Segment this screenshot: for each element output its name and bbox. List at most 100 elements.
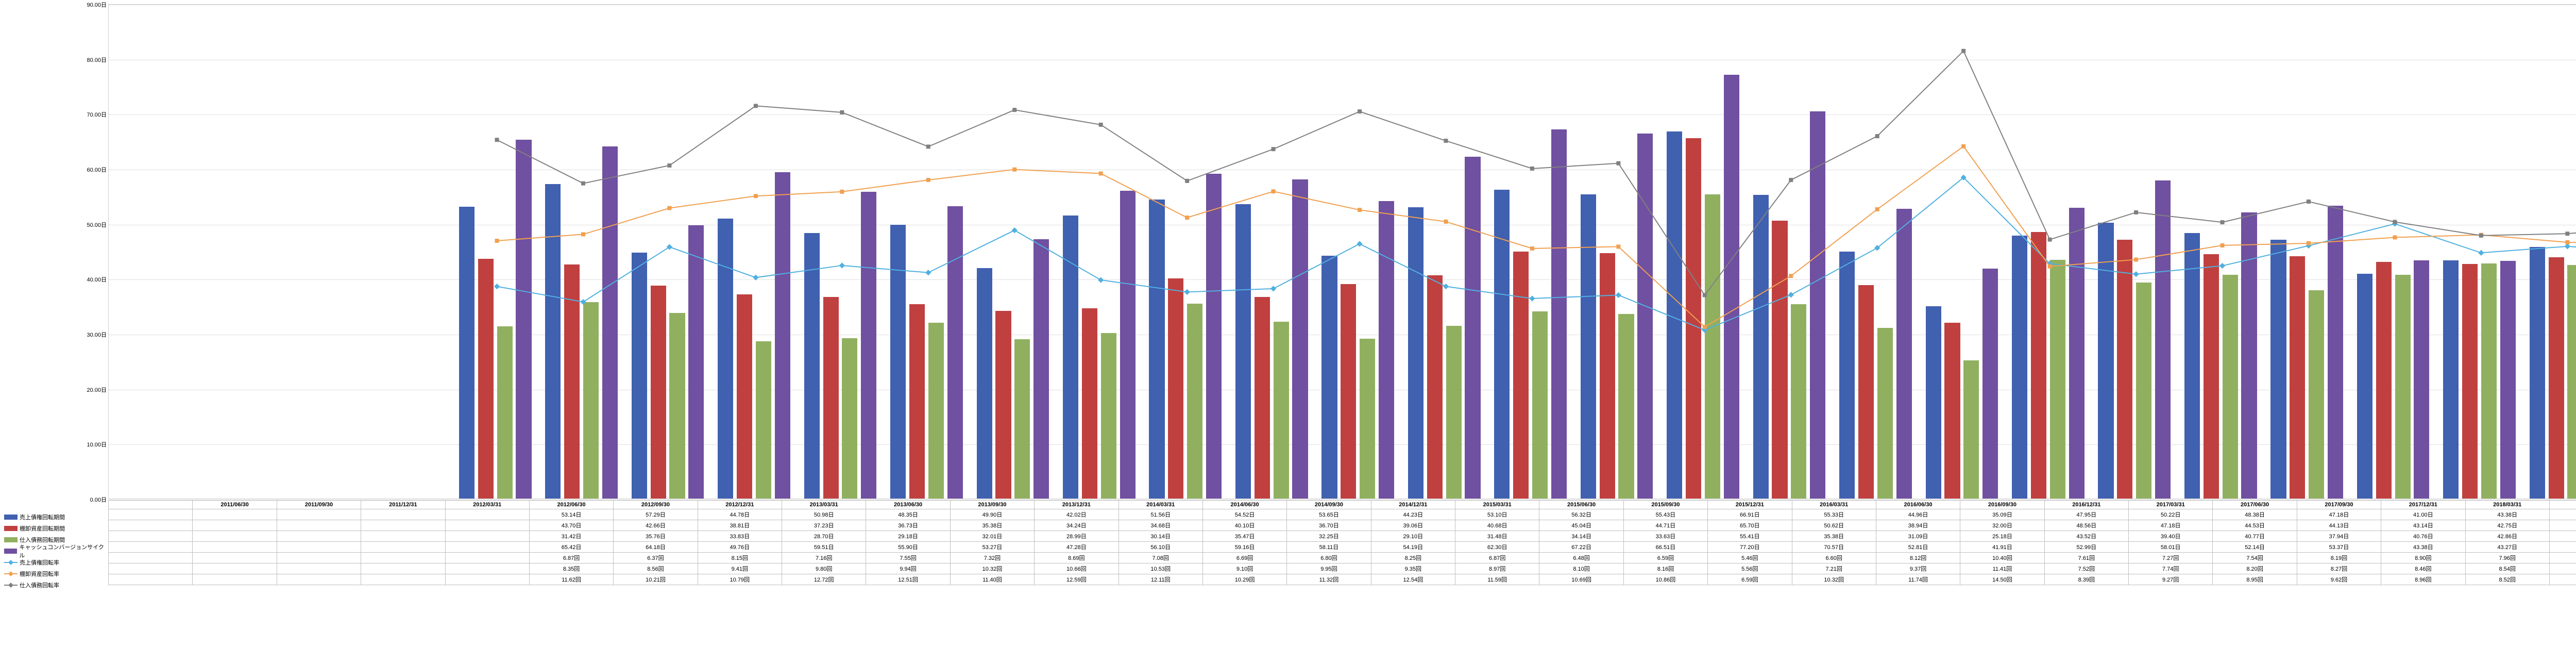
bar [1877, 328, 1893, 499]
bar [2462, 264, 2478, 499]
legend-item: 売上債権回転期間 [4, 511, 107, 523]
data-cell: 37.94日 [2297, 531, 2381, 542]
data-cell: 11.62回 [529, 574, 613, 585]
bar [2031, 232, 2046, 499]
data-cell: 6.80回 [1287, 553, 1371, 563]
data-cell: 5.56回 [1708, 563, 1792, 574]
data-cell: 10.32回 [950, 563, 1034, 574]
data-table: 2011/06/302011/09/302011/12/312012/03/31… [108, 500, 2576, 585]
data-cell: 31.09日 [1876, 531, 1960, 542]
data-cell: 66.51日 [1623, 542, 1707, 553]
bar [718, 219, 733, 499]
data-cell: 47.95日 [2044, 509, 2128, 520]
period-col [1834, 5, 1920, 499]
period-col [1489, 5, 1575, 499]
bar [804, 233, 820, 499]
data-cell: 7.96回 [2465, 553, 2549, 563]
bar [977, 268, 992, 499]
data-cell: 9.95回 [1287, 563, 1371, 574]
bar [823, 297, 839, 499]
period-header: 2018/03/31 [2465, 501, 2549, 509]
bar [1082, 308, 1097, 499]
data-cell: 43.52日 [2044, 531, 2128, 542]
bar [459, 207, 474, 499]
period-col [195, 5, 281, 499]
data-cell: 53.65日 [1287, 509, 1371, 520]
period-col [2265, 5, 2351, 499]
bar [1235, 204, 1251, 499]
data-cell: 59.51日 [782, 542, 866, 553]
bar [516, 140, 531, 499]
bar [1600, 253, 1615, 499]
data-cell [361, 520, 445, 531]
period-header: 2013/12/31 [1035, 501, 1118, 509]
data-cell [193, 553, 277, 563]
bar [1858, 285, 1874, 499]
data-cell: 53.37日 [2297, 542, 2381, 553]
period-col [1230, 5, 1316, 499]
data-cell: 6.59回 [1623, 553, 1707, 563]
data-cell: 8.25回 [1371, 553, 1455, 563]
data-cell [277, 531, 361, 542]
period-col [367, 5, 453, 499]
period-col [454, 5, 540, 499]
bar [478, 259, 494, 499]
bar [2241, 212, 2257, 499]
bar [1896, 209, 1912, 499]
bar [1667, 131, 1682, 499]
data-cell: 47.28日 [1035, 542, 1118, 553]
data-cell: 48.35日 [866, 509, 950, 520]
data-cell: 50.22日 [2129, 509, 2213, 520]
data-cell: 8.54回 [2465, 563, 2549, 574]
period-col [1316, 5, 1402, 499]
data-cell: 14.50回 [1960, 574, 2044, 585]
data-cell: 70.57日 [1792, 542, 1876, 553]
data-cell: 8.46回 [2381, 563, 2465, 574]
data-cell: 42.75日 [2465, 520, 2549, 531]
chart-container: 0.00日10.00日20.00日30.00日40.00日50.00日60.00… [0, 0, 2576, 663]
data-cell: 6.87回 [529, 553, 613, 563]
period-header: 2016/12/31 [2044, 501, 2128, 509]
bar [2270, 240, 2286, 499]
data-cell: 7.74回 [2129, 563, 2213, 574]
data-cell: 31.42日 [529, 531, 613, 542]
bar [2223, 275, 2238, 499]
data-cell: 43.14日 [2381, 520, 2465, 531]
chart-plot-area: 0.00日10.00日20.00日30.00日40.00日50.00日60.00… [108, 4, 2576, 499]
data-cell: 10.29回 [1202, 574, 1286, 585]
data-cell [361, 574, 445, 585]
bar [1168, 278, 1183, 499]
data-cell: 8.10回 [1539, 563, 1623, 574]
data-cell [277, 542, 361, 553]
bar [1513, 252, 1529, 499]
period-header: 2015/06/30 [1539, 501, 1623, 509]
data-cell [445, 563, 529, 574]
data-cell: 43.70日 [529, 520, 613, 531]
data-cell [193, 531, 277, 542]
bar [1686, 138, 1701, 499]
data-cell: 10.66回 [1035, 563, 1118, 574]
data-cell: 34.24日 [1035, 520, 1118, 531]
data-cell: 47.18日 [2129, 520, 2213, 531]
data-cell: 42.53日 [2549, 531, 2576, 542]
bar [1321, 256, 1337, 499]
period-header: 2013/06/30 [866, 501, 950, 509]
data-cell: 9.62回 [2297, 574, 2381, 585]
data-cell: 32.01日 [950, 531, 1034, 542]
data-cell [277, 520, 361, 531]
bar [2012, 236, 2027, 499]
bar [2069, 208, 2084, 499]
bar [2155, 180, 2171, 499]
data-cell: 38.81日 [698, 520, 782, 531]
data-cell: 7.55回 [866, 553, 950, 563]
data-cell: 55.90日 [866, 542, 950, 553]
bar [1255, 297, 1270, 499]
period-col [2524, 5, 2576, 499]
legend-label: 仕入債務回転率 [20, 581, 59, 589]
bar [1705, 194, 1720, 499]
bar [1341, 284, 1356, 499]
data-cell: 49.90日 [950, 509, 1034, 520]
bar [2328, 206, 2343, 499]
bar [1101, 333, 1116, 499]
period-header: 2013/09/30 [950, 501, 1034, 509]
